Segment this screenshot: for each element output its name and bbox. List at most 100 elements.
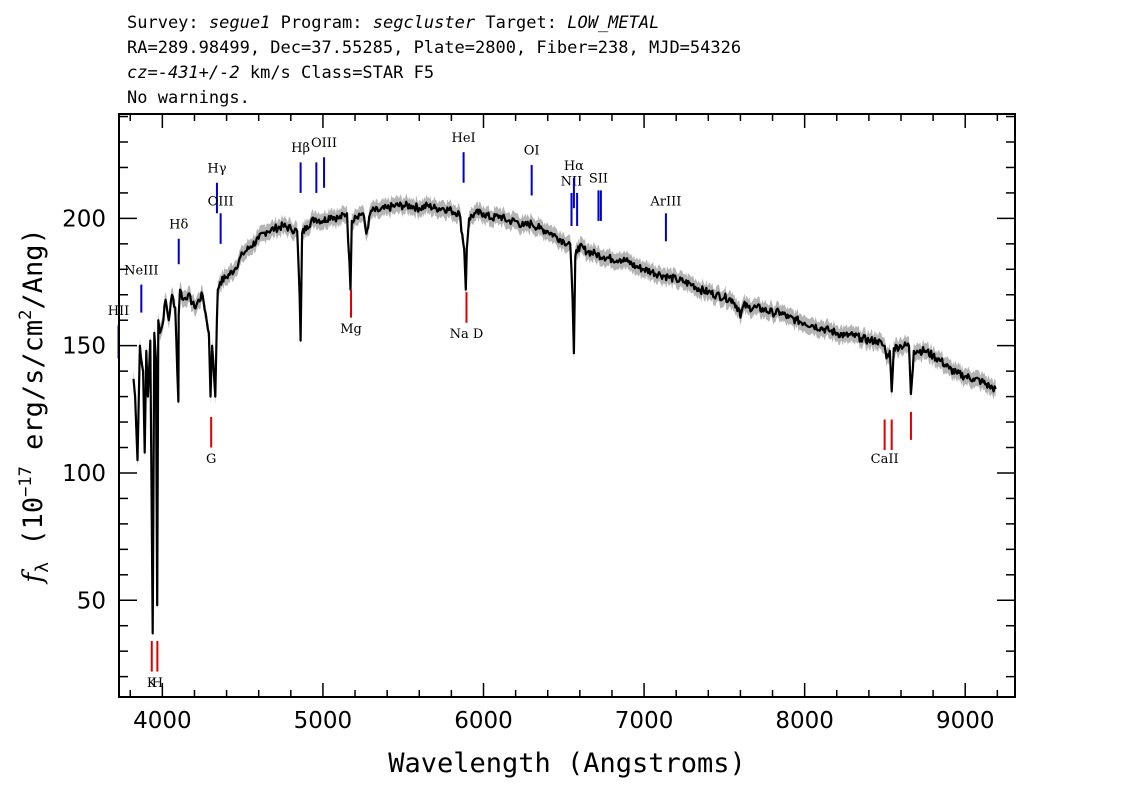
spectrum-point xyxy=(157,319,159,321)
spectrum-point xyxy=(155,357,157,359)
spectrum-point xyxy=(465,289,467,291)
spectrum-point xyxy=(274,227,276,229)
spectrum-points xyxy=(132,205,997,635)
y-tick-label: 50 xyxy=(77,588,106,614)
spectrum-point xyxy=(738,309,740,311)
spectrum-point xyxy=(803,322,805,324)
x-tick-label: 7000 xyxy=(615,708,674,734)
spectrum-point xyxy=(885,357,887,359)
spectrum-point xyxy=(577,245,579,247)
error-band-layer xyxy=(133,193,996,642)
x-tick-label: 4000 xyxy=(133,708,192,734)
y-label-exp1: −17 xyxy=(16,466,36,497)
emission-line-label: Hγ xyxy=(207,162,226,177)
spectrum-point xyxy=(883,345,885,347)
spectrum-layer xyxy=(132,200,997,635)
spectrum-point xyxy=(595,253,597,255)
spectrum-point xyxy=(893,347,895,349)
x-tick-label: 9000 xyxy=(936,708,995,734)
spectrum-point xyxy=(900,345,902,347)
spectrum-point xyxy=(466,248,468,250)
spectrum-point xyxy=(159,332,161,334)
spectrum-point xyxy=(482,212,484,214)
spectrum-point xyxy=(177,401,179,403)
spectrum-point xyxy=(514,220,516,222)
spectrum-point xyxy=(330,215,332,217)
spectrum-point xyxy=(296,230,298,232)
spectrum-point xyxy=(956,373,958,375)
spectrum-point xyxy=(139,345,141,347)
spectrum-point xyxy=(426,205,428,207)
spectrum-point xyxy=(574,255,576,257)
header-line-warnings: No warnings. xyxy=(127,88,250,108)
spectrum-point xyxy=(651,271,653,273)
spectrum-point xyxy=(219,281,221,283)
spectrum-point xyxy=(474,212,476,214)
survey-label: Survey: xyxy=(127,13,199,33)
spectrum-point xyxy=(402,205,404,207)
spectrum-point xyxy=(889,350,891,352)
spectrum-point xyxy=(916,350,918,352)
spectrum-point xyxy=(225,276,227,278)
spectrum-point xyxy=(522,225,524,227)
spectrum-point xyxy=(723,296,725,298)
spectrum-point xyxy=(731,299,733,301)
spectrum-point xyxy=(136,459,138,461)
spectrum-point xyxy=(458,212,460,214)
y-label-exp2: 2 xyxy=(16,310,36,320)
spectrum-point xyxy=(386,207,388,209)
spectrum-point xyxy=(547,230,549,232)
spectrum-point xyxy=(214,395,216,397)
spectrum-point xyxy=(683,281,685,283)
spectrum-point xyxy=(675,278,677,280)
spectrum-point xyxy=(171,294,173,296)
spectrum-point xyxy=(354,215,356,217)
spectrum-point xyxy=(346,212,348,214)
spectrum-point xyxy=(555,235,557,237)
spectrum-point xyxy=(164,299,166,301)
spectrum-point xyxy=(378,210,380,212)
spectrum-point xyxy=(667,276,669,278)
spectrum-point xyxy=(282,225,284,227)
spectrum-point xyxy=(820,327,822,329)
spectrum-point xyxy=(995,388,997,390)
y-label-b: erg/s/cm xyxy=(18,320,49,466)
spectrum-point xyxy=(201,294,203,296)
x-tick-label: 6000 xyxy=(454,708,513,734)
spectrum-point xyxy=(603,255,605,257)
spectrum-point xyxy=(779,311,781,313)
spectrum-point xyxy=(266,230,268,232)
spectrum-point xyxy=(217,289,219,291)
spectrum-point xyxy=(739,317,741,319)
spectrum-point xyxy=(314,217,316,219)
spectrum-point xyxy=(134,395,136,397)
spectrum-point xyxy=(763,309,765,311)
cz-value: -431+/-2 xyxy=(157,63,240,83)
spectrum-point xyxy=(306,225,308,227)
spectrum-point xyxy=(876,339,878,341)
spectrum-point xyxy=(418,207,420,209)
spectrum-point xyxy=(948,367,950,369)
spectrum-point xyxy=(153,332,155,334)
spectrum-point xyxy=(434,207,436,209)
spectrum-point xyxy=(699,289,701,291)
spectrum-point xyxy=(233,268,235,270)
spectrum-point xyxy=(362,212,364,214)
spectrum-point xyxy=(142,370,144,372)
spectrum-point xyxy=(868,339,870,341)
spectrum-point xyxy=(168,319,170,321)
spectrum-point xyxy=(932,355,934,357)
spectrum-point xyxy=(619,258,621,260)
spectrum-point xyxy=(351,220,353,222)
emission-line-label: Hα xyxy=(564,159,584,174)
emission-line-label: NeIII xyxy=(124,263,158,278)
spectrum-point xyxy=(531,222,533,224)
program-value: segcluster xyxy=(372,13,476,33)
spectrum-point xyxy=(322,220,324,222)
spectrum-point xyxy=(463,248,465,250)
survey-value: segue1 xyxy=(208,13,271,33)
spectrum-point xyxy=(771,311,773,313)
axes-layer: 4000 5000 6000 7000 8000 9000 50 100 150 200 xyxy=(62,113,1016,734)
